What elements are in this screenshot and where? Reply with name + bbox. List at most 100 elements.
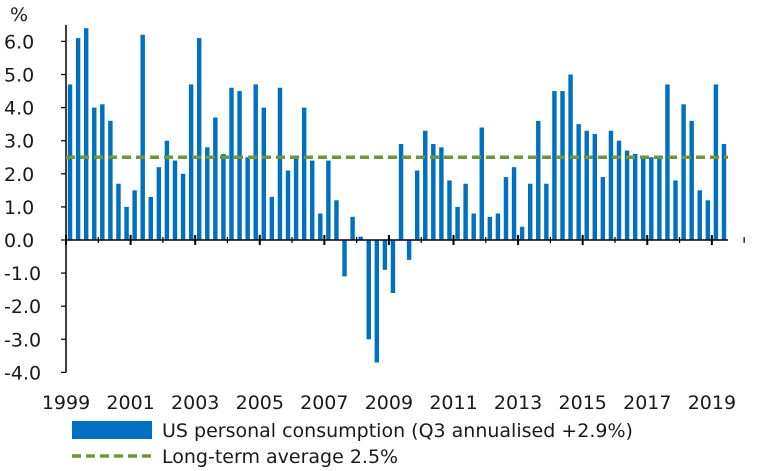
bar [100,104,105,240]
bar [342,240,347,277]
bar [237,91,242,240]
bar [358,236,363,240]
bar [600,177,606,240]
y-tick-label: -2.0 [4,296,41,318]
bar [673,180,678,240]
bar [455,206,460,240]
bar [511,167,517,240]
bar [689,120,694,240]
bar [205,147,210,240]
bar [92,107,97,240]
bar [503,177,509,240]
y-tick-label: 4.0 [4,98,34,120]
bar [552,91,557,240]
bar [83,28,89,240]
bar [471,213,476,240]
bar [350,216,355,240]
bar [536,120,541,240]
bar [293,157,299,240]
bar [697,190,702,240]
bar [390,240,396,293]
bar [649,157,654,240]
bar [721,144,727,240]
bar [616,140,622,240]
bar [592,134,598,240]
bar [681,104,686,240]
legend-label-consumption: US personal consumption (Q3 annualised +… [162,420,633,442]
bar [406,240,412,260]
x-tick-label: 2019 [688,392,736,414]
bar [301,107,307,240]
bar [423,130,428,240]
x-tick-label: 2013 [494,392,542,414]
x-tick-label: 1999 [42,392,90,414]
x-tick-label: 2011 [429,392,477,414]
bar [310,160,315,240]
y-tick-label: 0.0 [4,230,34,252]
y-tick-label: -1.0 [4,263,41,285]
bar [67,84,73,241]
bar [366,240,371,340]
x-tick-label: 2015 [559,392,607,414]
bar [196,38,202,241]
bar [229,87,234,241]
bar [124,206,129,240]
bar [261,107,267,240]
bar [576,124,581,240]
bar [665,84,670,241]
bar [439,147,444,240]
bar [713,84,719,241]
bar [705,200,711,240]
bar [495,213,501,240]
bar [156,167,162,240]
bar [75,38,81,241]
y-tick-label: -4.0 [4,362,41,384]
bar [326,160,331,240]
bar [318,213,323,240]
bar [527,183,533,240]
bar [116,183,121,240]
x-tick-label: 2007 [300,392,348,414]
x-tick-label: 2001 [106,392,154,414]
bar [164,140,170,240]
bar [277,87,283,241]
bar [657,157,662,240]
bar [140,34,145,240]
y-tick-label: 5.0 [4,65,34,87]
bar [624,150,630,240]
x-tick-label: 2017 [623,392,671,414]
bar [213,117,218,240]
x-tick-labels: 1999 2001 2003 2005 2007 2009 2011 2013 2015 2017… [42,392,736,414]
bar [632,153,638,240]
bar [463,183,468,240]
x-tick-label: 2009 [365,392,413,414]
x-tick-label: 2003 [171,392,219,414]
y-tick-label: -3.0 [4,329,41,351]
y-tick-labels: 6.0 5.0 4.0 3.0 2.0 1.0 0.0 -1.0 -2.0 -3.0 -4.0 [4,31,66,384]
bar [285,170,291,240]
bar [519,226,525,240]
bar [414,170,420,240]
bar [108,120,113,240]
x-tick-label: 2005 [236,392,284,414]
bar [608,130,614,240]
bar [479,127,484,240]
bar [560,91,565,240]
bar [180,173,186,240]
bar [334,200,339,240]
bar [221,153,226,240]
bar [172,160,178,240]
bar [253,84,258,241]
y-tick-label: 2.0 [4,164,34,186]
legend-label-average: Long-term average 2.5% [162,446,398,468]
bar [584,130,589,240]
bar [245,157,250,240]
y-unit-label: % [10,4,28,26]
bar [544,183,549,240]
bar [132,190,137,240]
bars-group [67,28,727,363]
legend-swatch-consumption [72,421,152,439]
bar [374,240,380,363]
bar [641,157,646,240]
